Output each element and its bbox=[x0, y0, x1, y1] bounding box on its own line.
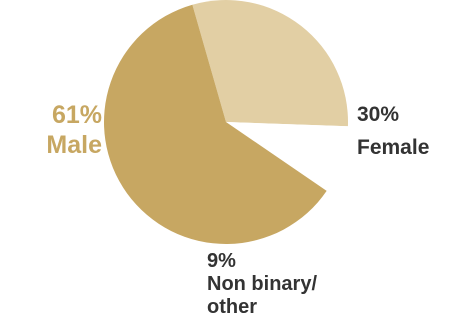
male-name: Male bbox=[46, 131, 102, 159]
non-binary-name: Non binary/ other bbox=[207, 273, 318, 318]
female-label: 30% Female bbox=[357, 98, 429, 164]
male-percent: 61% bbox=[51, 101, 102, 129]
slice-male bbox=[103, 4, 327, 245]
non-binary-percent: 9% bbox=[207, 250, 236, 272]
slice-non-binary bbox=[226, 122, 348, 191]
non-binary-label: 9% Non binary/ other bbox=[207, 250, 317, 319]
male-label: 61% Male bbox=[6, 100, 102, 160]
female-percent: 30% bbox=[357, 103, 400, 126]
slice-female bbox=[192, 0, 349, 127]
female-name: Female bbox=[357, 136, 430, 159]
